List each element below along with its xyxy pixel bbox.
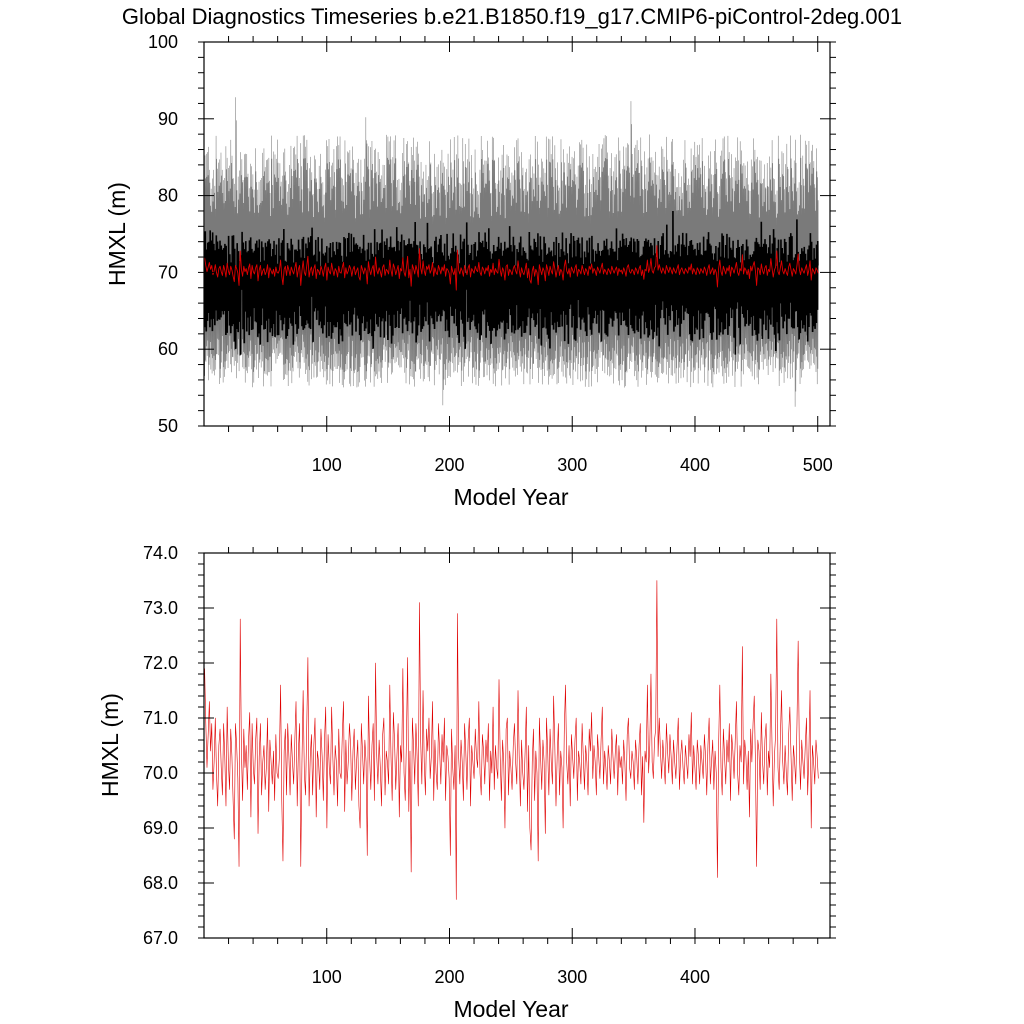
top-x-axis-label: Model Year	[453, 484, 568, 510]
top-y-tick-label: 60	[158, 339, 178, 359]
top-plot-frame	[203, 41, 831, 427]
bottom-y-tick-label: 69.0	[143, 818, 178, 838]
top-monthly-series	[204, 97, 819, 407]
bottom-x-tick-label: 300	[557, 967, 587, 987]
top-x-tick-labels: 100 200 300 400 500	[312, 455, 833, 475]
top-x-tick-label: 400	[680, 455, 710, 475]
bottom-x-axis-label: Model Year	[453, 996, 568, 1022]
bottom-y-tick-label: 68.0	[143, 873, 178, 893]
bottom-y-tick-label: 70.0	[143, 763, 178, 783]
bottom-y-tick-label: 67.0	[143, 928, 178, 948]
top-y-axis-label: HMXL (m)	[104, 182, 130, 286]
bottom-x-tick-labels: 100 200 300 400	[312, 967, 710, 987]
top-annual-mean-line	[204, 245, 819, 291]
bottom-tick-marks	[198, 547, 836, 944]
top-x-tick-label: 500	[803, 455, 833, 475]
bottom-y-tick-label: 72.0	[143, 653, 178, 673]
top-x-tick-label: 300	[557, 455, 587, 475]
bottom-y-tick-label: 73.0	[143, 598, 178, 618]
top-y-tick-label: 50	[158, 416, 178, 436]
top-tick-marks	[198, 36, 836, 432]
bottom-annual-mean-line	[204, 580, 819, 900]
bottom-panel: 67.0 68.0 69.0 70.0 71.0 72.0 73.0 74.0 100 200 3…	[97, 543, 836, 1022]
bottom-x-tick-label: 200	[434, 967, 464, 987]
bottom-annual-series	[204, 580, 819, 900]
bottom-y-tick-labels: 67.0 68.0 69.0 70.0 71.0 72.0 73.0 74.0	[143, 543, 178, 948]
bottom-x-tick-label: 100	[312, 967, 342, 987]
top-y-tick-label: 100	[148, 32, 178, 52]
bottom-x-tick-label: 400	[680, 967, 710, 987]
top-annual-series	[204, 245, 819, 291]
top-y-tick-label: 90	[158, 109, 178, 129]
top-y-tick-labels: 50 60 70 80 90 100	[148, 32, 178, 436]
bottom-y-tick-label: 74.0	[143, 543, 178, 563]
page-title: Global Diagnostics Timeseries b.e21.B185…	[122, 4, 902, 29]
bottom-plot-frame	[203, 552, 831, 939]
top-panel: 50 60 70 80 90 100 100 200 300 400 500 Model Year…	[104, 32, 836, 510]
top-y-tick-label: 80	[158, 186, 178, 206]
monthly-core-line	[204, 210, 819, 355]
top-x-tick-label: 200	[434, 455, 464, 475]
top-x-tick-label: 100	[312, 455, 342, 475]
bottom-y-tick-label: 71.0	[143, 708, 178, 728]
bottom-y-axis-label: HMXL (m)	[97, 693, 123, 797]
top-y-tick-label: 70	[158, 262, 178, 282]
